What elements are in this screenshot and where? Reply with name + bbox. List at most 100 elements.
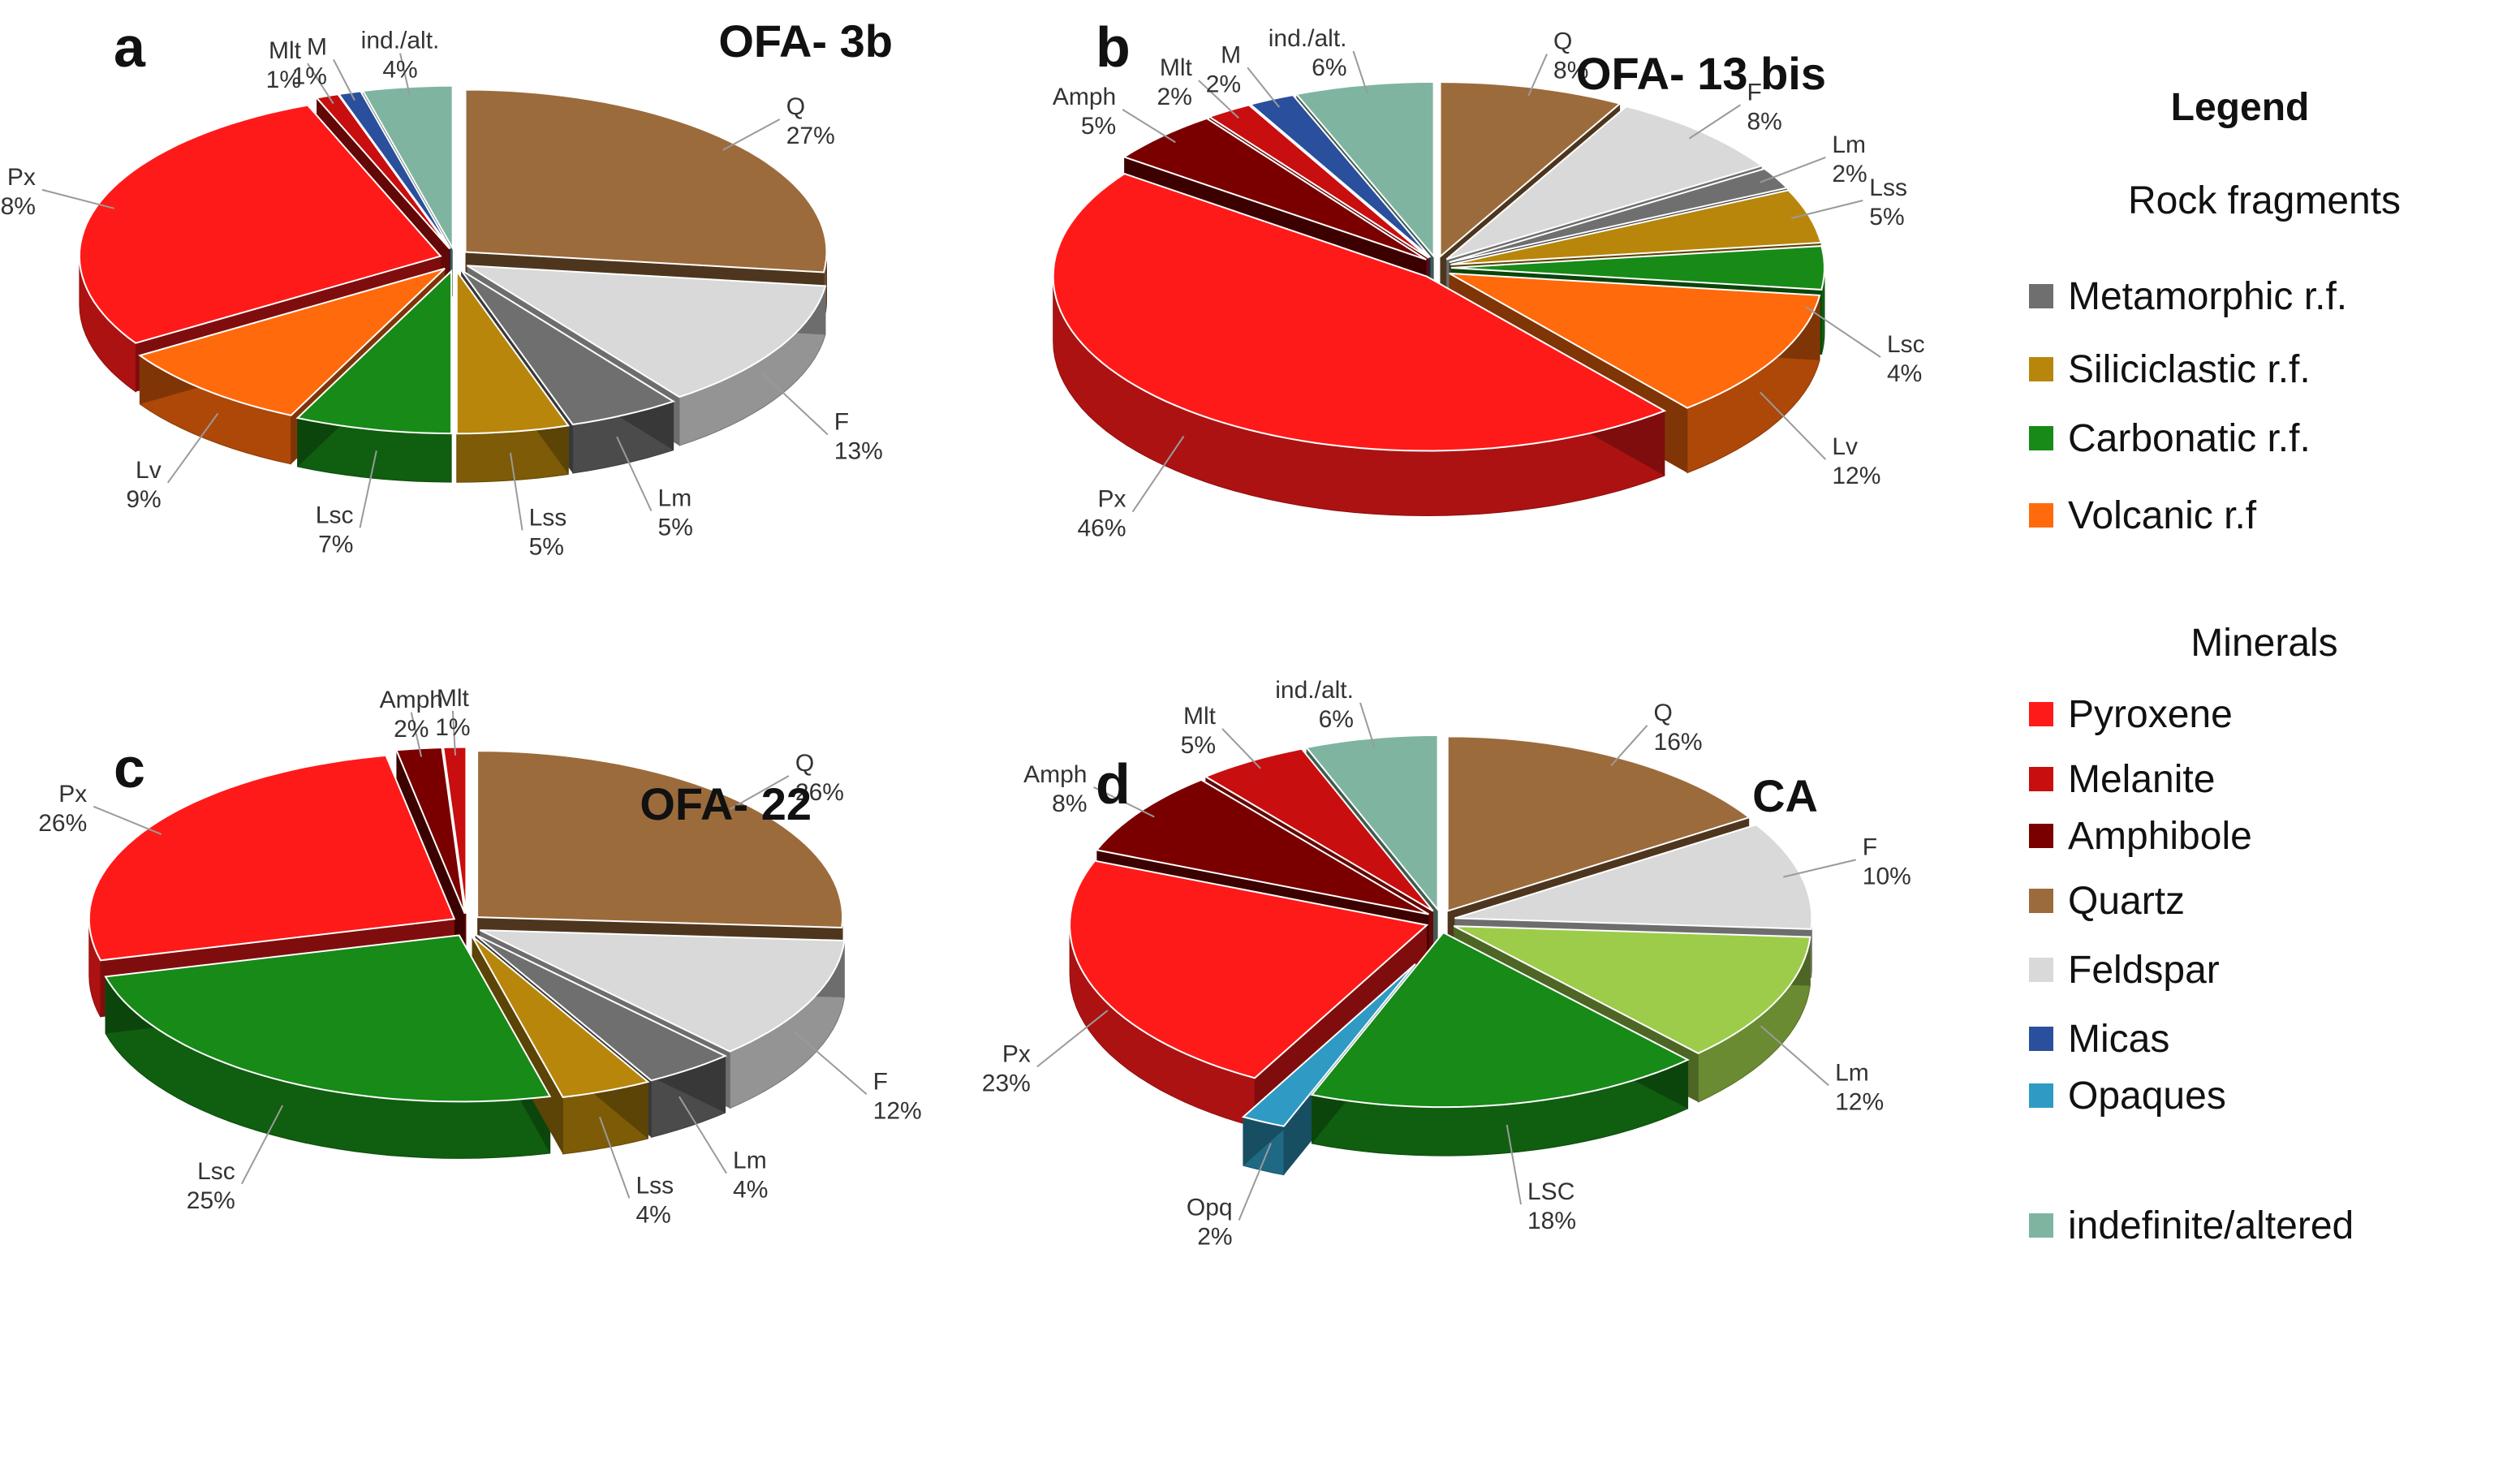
slice-name-label: Px bbox=[1098, 486, 1126, 513]
legend-swatch bbox=[2029, 357, 2053, 381]
slice-name-label: Q bbox=[1654, 700, 1673, 726]
legend-item-micas: Micas bbox=[2029, 1014, 2169, 1063]
legend-title: Legend bbox=[2170, 86, 2310, 129]
pie-slice-Mlt bbox=[1207, 104, 1430, 259]
slice-percent-label: 5% bbox=[658, 515, 693, 541]
slice-percent-label: 2% bbox=[1157, 84, 1192, 110]
leader-line bbox=[1760, 1025, 1829, 1087]
slice-percent-label: 2% bbox=[394, 716, 429, 743]
pie-slice-Q bbox=[464, 88, 828, 273]
pie-slice-Amph bbox=[1095, 778, 1429, 915]
leader-line bbox=[399, 53, 411, 96]
slice-name-label: F bbox=[1747, 79, 1761, 106]
slice-name-label: Px bbox=[1002, 1040, 1031, 1067]
slice-percent-label: 8% bbox=[1747, 108, 1781, 135]
slice-percent-label: 16% bbox=[1654, 729, 1703, 756]
slice-percent-label: 4% bbox=[382, 57, 417, 84]
legend-item-siliciclastic: Siliciclastic r.f. bbox=[2029, 345, 2311, 394]
leader-line bbox=[1688, 104, 1741, 140]
slice-percent-label: 25% bbox=[187, 1187, 235, 1214]
pie-slice-Q bbox=[1439, 81, 1622, 259]
pie-slice-Px bbox=[1052, 172, 1667, 452]
legend-swatch bbox=[2029, 426, 2053, 450]
slice-name-label: Mlt bbox=[1160, 54, 1193, 81]
legend-label: Amphibole bbox=[2068, 814, 2252, 858]
pie-slice-F bbox=[479, 929, 846, 1053]
slice-name-label: M bbox=[307, 33, 327, 60]
slice-name-label: Q bbox=[1553, 28, 1572, 55]
slice-percent-label: 26% bbox=[795, 779, 844, 806]
legend-item-amphibole: Amphibole bbox=[2029, 812, 2252, 860]
leader-line bbox=[730, 775, 790, 810]
slice-percent-label: 12% bbox=[1832, 463, 1880, 489]
slice-percent-label: 8% bbox=[1553, 58, 1588, 84]
pie-slice-Lsc bbox=[295, 269, 453, 435]
slice-percent-label: 6% bbox=[1319, 706, 1354, 733]
pie-slice-Lm bbox=[1449, 167, 1790, 264]
pie-slice-F bbox=[466, 265, 827, 398]
slice-percent-label: 4% bbox=[635, 1201, 670, 1228]
slice-percent-label: 5% bbox=[529, 533, 564, 560]
leader-line bbox=[1783, 859, 1857, 878]
leader-line bbox=[1122, 109, 1176, 144]
pie-slice-Lsc bbox=[1450, 245, 1825, 291]
pie-slice-M bbox=[337, 90, 451, 249]
pie-slice-Q bbox=[476, 750, 844, 929]
leader-line bbox=[1131, 435, 1185, 513]
pie-slice-Px bbox=[78, 104, 442, 344]
leader-line bbox=[1610, 725, 1648, 767]
leader-line bbox=[1247, 67, 1281, 108]
leader-line bbox=[166, 412, 219, 484]
pie-slice-Px bbox=[88, 754, 456, 962]
legend-item-melanite: Melanite bbox=[2029, 755, 2215, 803]
legend-swatch bbox=[2029, 702, 2053, 726]
leader-line bbox=[1036, 1010, 1109, 1068]
slice-percent-label: 2% bbox=[1197, 1224, 1232, 1251]
leader-line bbox=[307, 62, 334, 105]
slice-name-label: Lm bbox=[1835, 1059, 1869, 1086]
leader-line bbox=[761, 373, 829, 436]
slice-name-label: M bbox=[1221, 41, 1241, 68]
slice-name-label: F bbox=[1863, 833, 1877, 860]
leader-line bbox=[41, 188, 115, 209]
panel-title: CA bbox=[1752, 770, 1818, 821]
pie-slice-Lss bbox=[455, 269, 571, 435]
slice-percent-label: 6% bbox=[1312, 54, 1346, 81]
legend-label: Pyroxene bbox=[2068, 692, 2233, 736]
legend-label: Volcanic r.f bbox=[2068, 493, 2257, 537]
slice-name-label: Mlt bbox=[437, 685, 470, 712]
slice-percent-label: 5% bbox=[1181, 732, 1216, 759]
slice-percent-label: 1% bbox=[266, 67, 301, 93]
legend-item-feldspar: Feldspar bbox=[2029, 945, 2220, 994]
legend-item-opaques: Opaques bbox=[2029, 1071, 2226, 1120]
slice-percent-label: 1% bbox=[292, 62, 327, 89]
panel-letter: d bbox=[1096, 752, 1131, 816]
slice-name-label: Q bbox=[795, 750, 814, 777]
legend-label: Feldspar bbox=[2068, 948, 2220, 992]
leader-line bbox=[1790, 200, 1863, 219]
slice-percent-label: 4% bbox=[733, 1177, 768, 1204]
slice-percent-label: 8% bbox=[1052, 790, 1087, 817]
panel-letter: c bbox=[114, 736, 145, 799]
legend-swatch bbox=[2029, 767, 2053, 791]
slice-percent-label: 12% bbox=[1835, 1088, 1884, 1115]
slice-name-label: Amph bbox=[1023, 761, 1087, 788]
panel-title: OFA- 22 bbox=[640, 778, 812, 829]
slice-name-label: Q bbox=[786, 93, 805, 120]
legend-heading-rock-fragments: Rock fragments bbox=[2127, 179, 2402, 222]
slice-name-label: Lsc bbox=[1887, 331, 1925, 358]
slice-name-label: Amph bbox=[1053, 84, 1116, 110]
leader-line bbox=[1352, 50, 1368, 94]
pie-tops bbox=[1052, 80, 1825, 452]
legend-label: Siliciclastic r.f. bbox=[2068, 347, 2311, 391]
slice-percent-label: 10% bbox=[1863, 863, 1911, 889]
pie-tops bbox=[1069, 734, 1813, 1127]
legend-label: Carbonatic r.f. bbox=[2068, 416, 2311, 460]
slice-name-label: Lsc bbox=[197, 1158, 235, 1185]
legend-item-volcanic: Volcanic r.f bbox=[2029, 491, 2256, 540]
pie-slice-Lm bbox=[460, 269, 676, 426]
slice-name-label: Px bbox=[58, 781, 87, 808]
leader-line bbox=[599, 1117, 631, 1199]
